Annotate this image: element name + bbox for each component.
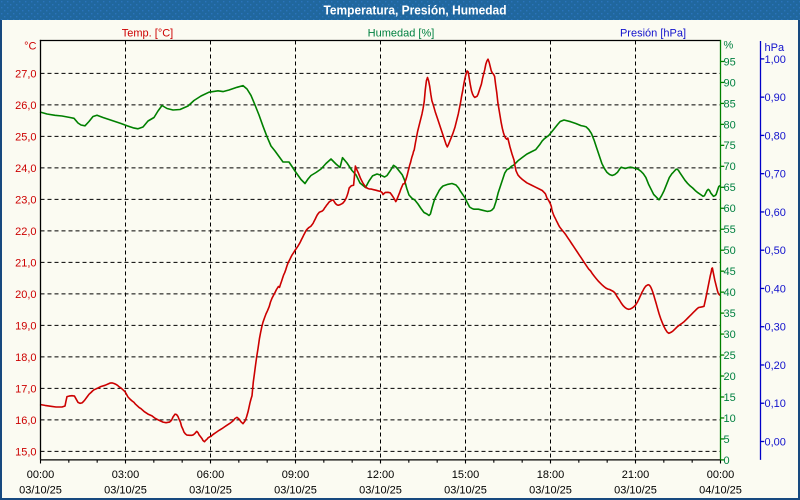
svg-text:65: 65 bbox=[724, 182, 736, 194]
svg-text:03/10/25: 03/10/25 bbox=[359, 485, 402, 497]
svg-text:5: 5 bbox=[724, 434, 730, 446]
svg-text:hPa: hPa bbox=[765, 42, 785, 54]
svg-text:10: 10 bbox=[724, 413, 736, 425]
svg-text:21:00: 21:00 bbox=[622, 469, 650, 481]
svg-text:0,80: 0,80 bbox=[765, 130, 786, 142]
svg-text:03/10/25: 03/10/25 bbox=[104, 485, 147, 497]
svg-text:17,0: 17,0 bbox=[15, 383, 36, 395]
svg-text:60: 60 bbox=[724, 203, 736, 215]
svg-text:80: 80 bbox=[724, 119, 736, 131]
svg-text:18,0: 18,0 bbox=[15, 352, 36, 364]
svg-text:Humedad [%]: Humedad [%] bbox=[368, 28, 435, 40]
svg-text:1,00: 1,00 bbox=[765, 54, 786, 66]
svg-text:03:00: 03:00 bbox=[112, 469, 140, 481]
svg-text:70: 70 bbox=[724, 161, 736, 173]
svg-text:26,0: 26,0 bbox=[15, 100, 36, 112]
svg-text:03/10/25: 03/10/25 bbox=[19, 485, 62, 497]
svg-text:15:00: 15:00 bbox=[452, 469, 480, 481]
svg-text:85: 85 bbox=[724, 98, 736, 110]
svg-text:°C: °C bbox=[24, 41, 36, 53]
svg-text:0,60: 0,60 bbox=[765, 207, 786, 219]
svg-text:30: 30 bbox=[724, 329, 736, 341]
svg-text:25,0: 25,0 bbox=[15, 131, 36, 143]
svg-text:0,90: 0,90 bbox=[765, 92, 786, 104]
svg-text:45: 45 bbox=[724, 266, 736, 278]
svg-text:95: 95 bbox=[724, 56, 736, 68]
svg-text:22,0: 22,0 bbox=[15, 226, 36, 238]
svg-text:27,0: 27,0 bbox=[15, 68, 36, 80]
svg-text:03/10/25: 03/10/25 bbox=[274, 485, 317, 497]
svg-text:25: 25 bbox=[724, 350, 736, 362]
svg-text:0,00: 0,00 bbox=[765, 436, 786, 448]
svg-text:21,0: 21,0 bbox=[15, 257, 36, 269]
svg-text:03/10/25: 03/10/25 bbox=[529, 485, 572, 497]
svg-text:40: 40 bbox=[724, 287, 736, 299]
svg-text:Temperatura, Presión, Humedad: Temperatura, Presión, Humedad bbox=[324, 3, 507, 18]
svg-text:15: 15 bbox=[724, 392, 736, 404]
svg-text:55: 55 bbox=[724, 224, 736, 236]
svg-text:06:00: 06:00 bbox=[197, 469, 225, 481]
svg-text:Temp. [°C]: Temp. [°C] bbox=[122, 28, 173, 40]
svg-text:00:00: 00:00 bbox=[707, 469, 735, 481]
svg-text:Presión [hPa]: Presión [hPa] bbox=[620, 28, 686, 40]
svg-text:12:00: 12:00 bbox=[367, 469, 395, 481]
svg-text:20: 20 bbox=[724, 371, 736, 383]
svg-text:20,0: 20,0 bbox=[15, 289, 36, 301]
svg-text:0,70: 0,70 bbox=[765, 169, 786, 181]
svg-text:00:00: 00:00 bbox=[27, 469, 55, 481]
svg-text:%: % bbox=[724, 40, 734, 52]
svg-text:75: 75 bbox=[724, 140, 736, 152]
svg-text:50: 50 bbox=[724, 245, 736, 257]
svg-text:0,10: 0,10 bbox=[765, 398, 786, 410]
svg-text:0: 0 bbox=[724, 455, 730, 467]
svg-text:24,0: 24,0 bbox=[15, 163, 36, 175]
svg-text:19,0: 19,0 bbox=[15, 320, 36, 332]
svg-text:03/10/25: 03/10/25 bbox=[444, 485, 487, 497]
svg-text:03/10/25: 03/10/25 bbox=[189, 485, 232, 497]
svg-text:18:00: 18:00 bbox=[537, 469, 565, 481]
svg-text:0,20: 0,20 bbox=[765, 360, 786, 372]
svg-text:0,30: 0,30 bbox=[765, 322, 786, 334]
svg-text:35: 35 bbox=[724, 308, 736, 320]
svg-text:15,0: 15,0 bbox=[15, 446, 36, 458]
svg-text:90: 90 bbox=[724, 77, 736, 89]
svg-text:04/10/25: 04/10/25 bbox=[699, 485, 742, 497]
svg-text:09:00: 09:00 bbox=[282, 469, 310, 481]
svg-text:03/10/25: 03/10/25 bbox=[614, 485, 657, 497]
svg-text:0,50: 0,50 bbox=[765, 245, 786, 257]
svg-text:16,0: 16,0 bbox=[15, 415, 36, 427]
svg-text:23,0: 23,0 bbox=[15, 194, 36, 206]
svg-text:0,40: 0,40 bbox=[765, 283, 786, 295]
